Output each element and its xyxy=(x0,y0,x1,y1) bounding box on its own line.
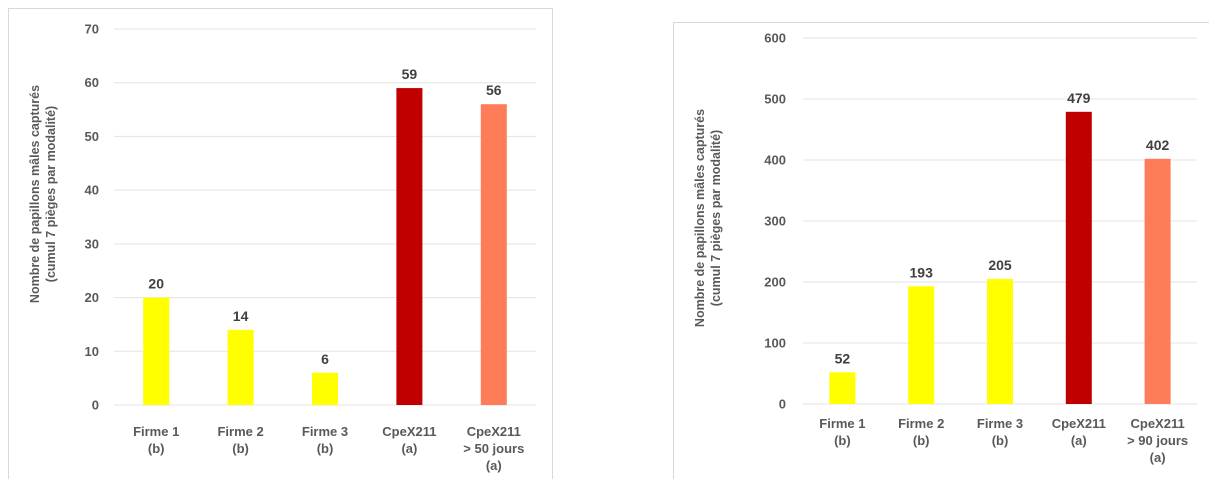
y-tick-label: 60 xyxy=(85,75,99,90)
x-category-label: Firme 1 (b) xyxy=(133,424,179,456)
data-label: 193 xyxy=(910,264,934,280)
y-tick-label: 500 xyxy=(764,92,786,107)
data-label: 402 xyxy=(1146,137,1170,153)
y-tick-label: 100 xyxy=(764,336,786,351)
bar xyxy=(987,278,1013,404)
bar xyxy=(143,297,170,405)
y-tick-label: 70 xyxy=(85,22,99,37)
x-category-label: Firme 3 (b) xyxy=(977,416,1023,448)
chart-panel-right: 0 100 200 300 400 500 600 52 Firme 1 (b) 193 Firme … xyxy=(673,22,1209,479)
bar xyxy=(1144,158,1171,404)
bar xyxy=(480,104,507,405)
bar xyxy=(829,372,856,404)
bar xyxy=(396,88,423,405)
data-label: 6 xyxy=(321,351,329,367)
x-category-label: CpeX211 (a) xyxy=(382,424,436,456)
data-label: 59 xyxy=(402,66,418,82)
x-category-label: Firme 1 (b) xyxy=(819,416,865,448)
bar xyxy=(1065,111,1092,404)
data-label: 56 xyxy=(486,82,502,98)
y-tick-label: 10 xyxy=(85,344,99,359)
x-category-label: Firme 2 (b) xyxy=(217,424,263,456)
y-tick-label: 400 xyxy=(764,153,786,168)
y-tick-label: 0 xyxy=(92,398,99,413)
y-tick-label: 20 xyxy=(85,290,99,305)
y-tick-label: 30 xyxy=(85,236,99,251)
bar-chart-right: 0 100 200 300 400 500 600 52 Firme 1 (b) 193 Firme … xyxy=(693,31,1197,465)
x-category-label: CpeX211 (a) xyxy=(1052,416,1106,448)
bar xyxy=(312,372,338,405)
x-category-label: Firme 2 (b) xyxy=(898,416,944,448)
y-tick-label: 200 xyxy=(764,275,786,290)
data-label: 205 xyxy=(988,257,1012,273)
bar xyxy=(908,286,935,404)
bar-chart-left: 0 10 20 30 40 50 60 70 20 Firme 1 (b) 14 Firme 2 (b) 6… xyxy=(28,22,536,473)
data-label: 20 xyxy=(148,276,164,292)
y-tick-label: 300 xyxy=(764,214,786,229)
y-axis-title: Nombre de papillons mâles capturés (cumul… xyxy=(28,85,58,303)
x-category-label: CpeX211 > 50 jours (a) xyxy=(463,424,524,473)
y-tick-label: 0 xyxy=(779,397,786,412)
y-tick-label: 40 xyxy=(85,183,99,198)
y-tick-label: 600 xyxy=(764,31,786,46)
x-category-label: Firme 3 (b) xyxy=(302,424,348,456)
data-label: 479 xyxy=(1067,90,1091,106)
bar xyxy=(227,329,254,405)
data-label: 52 xyxy=(835,350,851,366)
chart-panel-left: 0 10 20 30 40 50 60 70 20 Firme 1 (b) 14 Firme 2 (b) 6… xyxy=(8,8,553,479)
data-label: 14 xyxy=(233,308,249,324)
y-axis-title: Nombre de papillons mâles capturés (cumul… xyxy=(693,109,723,327)
x-category-label: CpeX211 > 90 jours (a) xyxy=(1127,416,1188,465)
y-tick-label: 50 xyxy=(85,129,99,144)
